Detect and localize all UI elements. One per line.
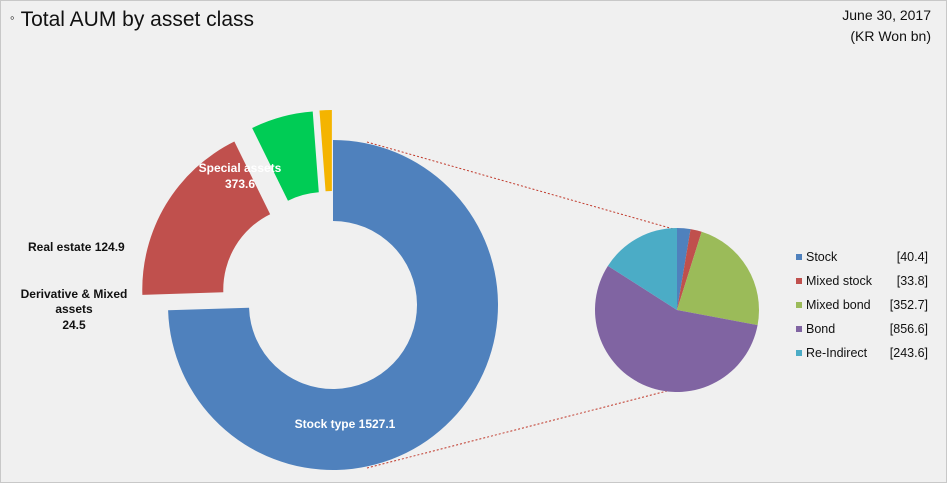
title-text: Total AUM by asset class [20,8,255,31]
legend-swatch [796,278,802,284]
pie-slice-stock [677,228,691,310]
legend-swatch [796,302,802,308]
donut-labels: Stock type 1527.1 Special assets 373.6 Real… [21,161,396,431]
donut-slice-stock-type [168,140,499,471]
donut-label-real-estate: Real estate 124.9 [28,240,125,254]
connector-top [366,141,678,231]
donut-label-derivative-mixed-assets: Derivative & Mixed assets 24.5 [21,287,128,332]
connector-lines [366,141,678,469]
unit-label: (KR Won bn) [850,28,931,44]
as-of-date: June 30, 2017 [842,7,931,23]
pie-slice-re-indirect [607,228,677,310]
legend-name: Bond [806,322,836,336]
legend-item-stock: Stock [40.4] [796,250,928,274]
title-bullet: ◦ [10,10,15,25]
chart-title: ◦ Total AUM by asset class [10,8,254,32]
donut-slice-special-assets [142,141,271,295]
donut-chart [142,110,499,471]
legend-swatch [796,350,802,356]
legend-item-mixed-stock: Mixed stock [33.8] [796,274,928,298]
pie-slice-mixed-stock [677,229,702,310]
legend-name: Mixed stock [806,274,872,288]
legend-name: Mixed bond [806,298,871,312]
legend-item-bond: Bond [856.6] [796,322,928,346]
legend-name: Stock [806,250,838,264]
pie-legend: Stock [40.4] Mixed stock [33.8] Mixed bo… [796,250,928,370]
legend-swatch [796,254,802,260]
legend-value: [352.7] [889,298,928,312]
legend-value: [40.4] [896,250,928,264]
donut-label-special-assets: Special assets 373.6 [199,161,282,191]
donut-slice-real-estate [252,111,319,201]
donut-label-stock-type: Stock type 1527.1 [295,417,396,431]
stock-type-breakdown-pie [594,228,759,393]
legend-item-mixed-bond: Mixed bond [352.7] [796,298,928,322]
donut-slice-derivative-mixed-assets [319,110,332,192]
legend-value: [856.6] [889,322,928,336]
legend-name: Re-Indirect [806,346,868,360]
legend-swatch [796,326,802,332]
legend-value: [33.8] [896,274,928,288]
legend-value: [243.6] [889,346,928,360]
chart-meta: June 30, 2017 (KR Won bn) [842,5,931,47]
pie-slice-bond [594,265,758,393]
legend-item-re-indirect: Re-Indirect [243.6] [796,346,928,370]
pie-slice-mixed-bond [677,231,759,326]
